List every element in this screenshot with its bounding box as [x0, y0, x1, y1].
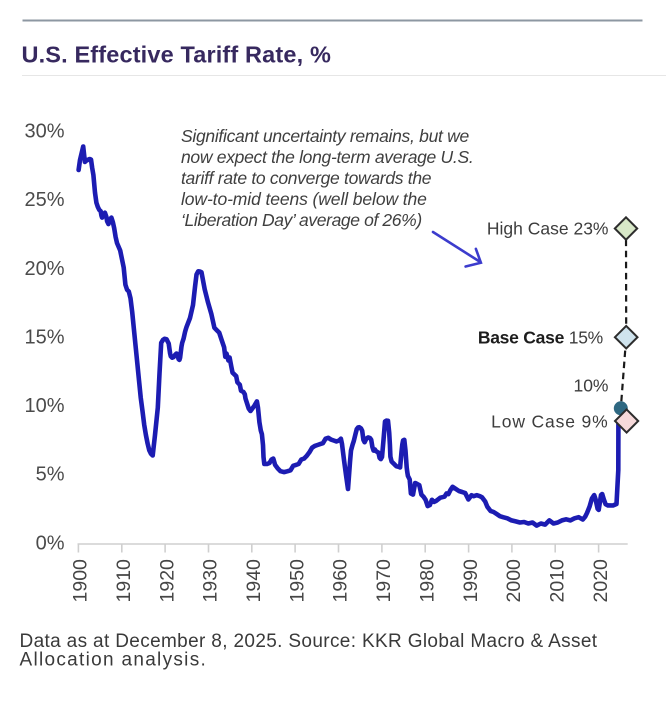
svg-text:1980: 1980 [416, 559, 438, 603]
svg-text:10%: 10% [24, 395, 64, 417]
svg-text:1960: 1960 [330, 559, 352, 603]
svg-text:2010: 2010 [546, 559, 568, 603]
svg-text:U.S. Effective Tariff Rate, %: U.S. Effective Tariff Rate, % [22, 42, 332, 68]
svg-text:High Case 23%: High Case 23% [487, 219, 609, 239]
svg-text:now expect the long-term avera: now expect the long-term average U.S. [181, 147, 473, 167]
svg-text:Data as at December 8, 2025. S: Data as at December 8, 2025. Source: KKR… [20, 631, 598, 652]
svg-text:20%: 20% [24, 258, 64, 280]
svg-text:‘Liberation Day’ average of 26: ‘Liberation Day’ average of 26%) [181, 210, 422, 230]
svg-text:0%: 0% [36, 532, 65, 554]
svg-text:1920: 1920 [156, 559, 178, 603]
svg-text:1950: 1950 [286, 559, 308, 603]
svg-text:low-to-mid teens (well below t: low-to-mid teens (well below the [181, 189, 427, 209]
svg-text:1930: 1930 [200, 559, 222, 603]
svg-text:2020: 2020 [590, 559, 612, 603]
svg-text:1970: 1970 [373, 559, 395, 603]
svg-text:Significant uncertainty remain: Significant uncertainty remains, but we [181, 126, 469, 146]
svg-text:30%: 30% [24, 121, 64, 143]
svg-text:tariff rate to converge toward: tariff rate to converge towards the [181, 168, 432, 188]
svg-text:25%: 25% [24, 189, 64, 211]
svg-text:Allocation analysis.: Allocation analysis. [20, 650, 208, 671]
svg-text:1990: 1990 [460, 559, 482, 603]
svg-text:15%: 15% [24, 326, 64, 348]
svg-text:1940: 1940 [243, 559, 265, 603]
svg-text:1910: 1910 [113, 559, 135, 603]
svg-text:10%: 10% [573, 376, 608, 396]
svg-text:5%: 5% [36, 464, 65, 486]
svg-text:Low Case 9%: Low Case 9% [491, 412, 608, 432]
svg-text:Base Case 15%: Base Case 15% [478, 328, 603, 348]
svg-text:2000: 2000 [503, 559, 525, 603]
svg-text:1900: 1900 [70, 559, 92, 603]
